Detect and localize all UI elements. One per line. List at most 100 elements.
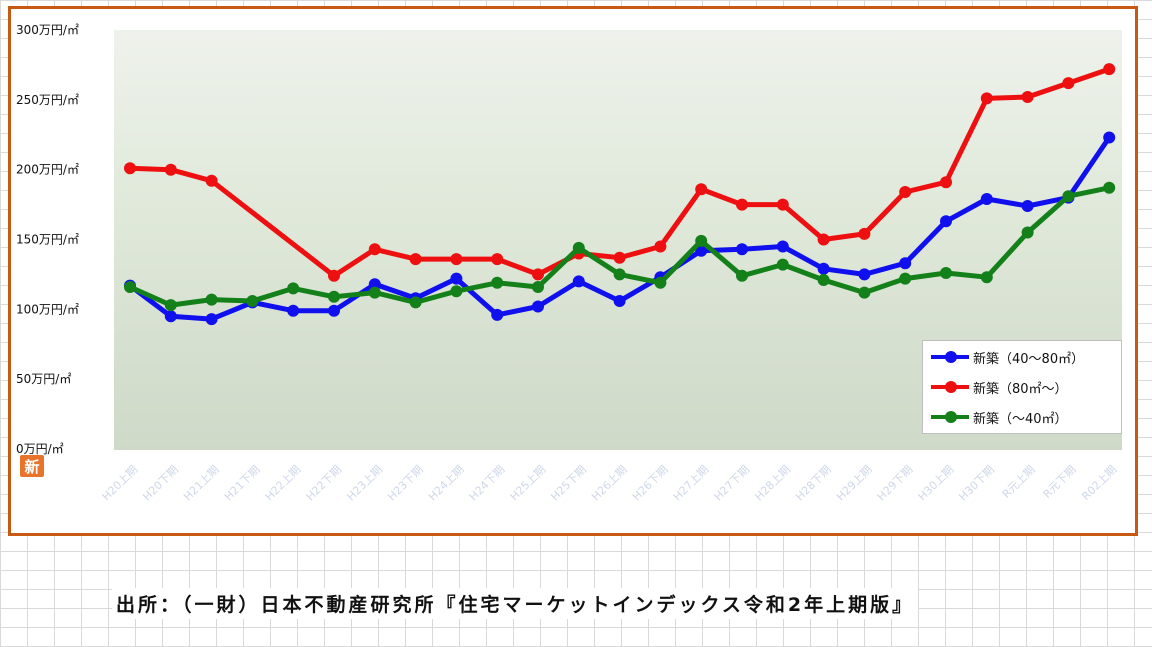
data-point: [532, 300, 544, 313]
data-point: [246, 295, 259, 307]
x-tick-label: H25下期: [548, 463, 589, 504]
data-point: [776, 258, 789, 271]
data-point: [409, 296, 422, 309]
series-lines: [124, 63, 1116, 326]
data-point: [328, 304, 340, 317]
data-point: [858, 268, 871, 281]
x-axis-ticks: H20上期 H20下期 H21上期 H21下期 H22上期 H22下期 H23上期 H23下期…: [100, 463, 1120, 504]
legend-label: 新築（40～80㎡）: [973, 351, 1085, 367]
data-point: [328, 290, 340, 303]
data-point: [899, 257, 912, 270]
data-point: [776, 198, 789, 211]
x-tick-label: H28上期: [752, 463, 793, 504]
legend: 新築（40～80㎡） 新築（80㎡～） 新築（～40㎡）: [922, 340, 1122, 434]
source-note: 出所：（一財）日本不動産研究所『住宅マーケットインデックス令和2年上期版』: [112, 588, 919, 619]
data-point: [980, 92, 993, 105]
data-point: [817, 274, 830, 286]
data-point: [654, 276, 667, 289]
x-tick-label: H27下期: [712, 463, 753, 504]
x-tick-label: H26上期: [589, 463, 630, 504]
data-point: [695, 244, 708, 257]
data-point: [450, 272, 463, 285]
x-tick-label: H30下期: [956, 463, 997, 504]
data-point: [409, 253, 422, 266]
y-axis-ticks: 0万円/㎡ 50万円/㎡ 100万円/㎡ 150万円/㎡ 200万円/㎡ 250万円/㎡ 3…: [16, 23, 79, 456]
y-tick-label: 200万円/㎡: [16, 163, 79, 177]
data-point: [858, 286, 871, 299]
data-point: [124, 162, 136, 175]
legend-swatch-green: [931, 411, 969, 423]
data-point: [695, 183, 708, 196]
data-point: [205, 313, 218, 326]
x-tick-label: H29上期: [834, 463, 875, 504]
data-point: [368, 278, 381, 291]
data-point: [1103, 181, 1116, 194]
x-tick-label: R元上期: [1000, 463, 1038, 501]
data-point: [491, 308, 504, 321]
x-tick-label: H29下期: [875, 463, 916, 504]
x-tick-label: H20下期: [140, 463, 181, 504]
data-point: [1062, 190, 1075, 203]
x-tick-label: H23下期: [385, 463, 426, 504]
y-tick-label: 250万円/㎡: [16, 93, 79, 107]
x-tick-label: H24上期: [426, 463, 467, 504]
data-point: [695, 234, 708, 247]
x-tick-label: H20上期: [100, 463, 141, 504]
x-tick-label: R02上期: [1079, 463, 1119, 503]
data-point: [450, 285, 463, 298]
data-point: [287, 304, 300, 317]
data-point: [980, 271, 993, 284]
data-point: [532, 281, 544, 293]
data-point: [572, 275, 585, 288]
data-point: [368, 243, 381, 256]
data-point: [205, 174, 218, 187]
data-point: [450, 253, 463, 266]
data-point: [1021, 91, 1034, 103]
legend-swatch-red: [931, 381, 969, 393]
data-point: [287, 282, 300, 295]
data-point: [736, 243, 748, 256]
line-chart: 0万円/㎡ 50万円/㎡ 100万円/㎡ 150万円/㎡ 200万円/㎡ 250万円/㎡ 3…: [16, 23, 1120, 504]
data-point: [858, 227, 871, 240]
data-point: [1103, 63, 1116, 76]
data-point: [899, 272, 912, 285]
data-point: [940, 267, 952, 279]
x-tick-label: H24下期: [467, 463, 508, 504]
data-point: [817, 233, 830, 246]
x-tick-label: H22上期: [263, 463, 304, 504]
data-point: [124, 281, 136, 293]
data-point: [205, 293, 218, 306]
data-point: [980, 193, 993, 205]
legend-item-under-40: 新築（～40㎡）: [931, 406, 1068, 428]
x-tick-label: H26下期: [630, 463, 671, 504]
x-tick-label: H21下期: [222, 463, 263, 504]
data-point: [368, 286, 381, 299]
data-point: [817, 262, 830, 275]
y-tick-label: 300万円/㎡: [16, 23, 79, 37]
data-point: [654, 240, 667, 253]
data-point: [164, 299, 177, 312]
x-tick-label: R元下期: [1041, 463, 1079, 501]
data-point: [328, 269, 340, 282]
x-tick-label: H30上期: [916, 463, 957, 504]
y-tick-label: 150万円/㎡: [16, 233, 79, 247]
data-point: [164, 310, 177, 323]
y-tick-label: 0万円/㎡: [16, 442, 64, 456]
data-point: [491, 276, 504, 289]
legend-swatch-blue: [931, 351, 969, 363]
data-point: [164, 163, 177, 176]
data-point: [899, 186, 912, 198]
y-tick-label: 50万円/㎡: [16, 372, 71, 386]
x-tick-label: H22下期: [304, 463, 345, 504]
x-tick-label: H27上期: [671, 463, 712, 504]
data-point: [736, 198, 748, 211]
data-point: [940, 176, 952, 189]
data-point: [736, 269, 748, 282]
x-tick-label: H23上期: [344, 463, 385, 504]
data-point: [613, 295, 626, 307]
data-point: [572, 241, 585, 254]
legend-label: 新築（～40㎡）: [973, 411, 1068, 427]
data-point: [1103, 131, 1116, 144]
x-tick-label: H28下期: [793, 463, 834, 504]
data-point: [1021, 226, 1034, 239]
